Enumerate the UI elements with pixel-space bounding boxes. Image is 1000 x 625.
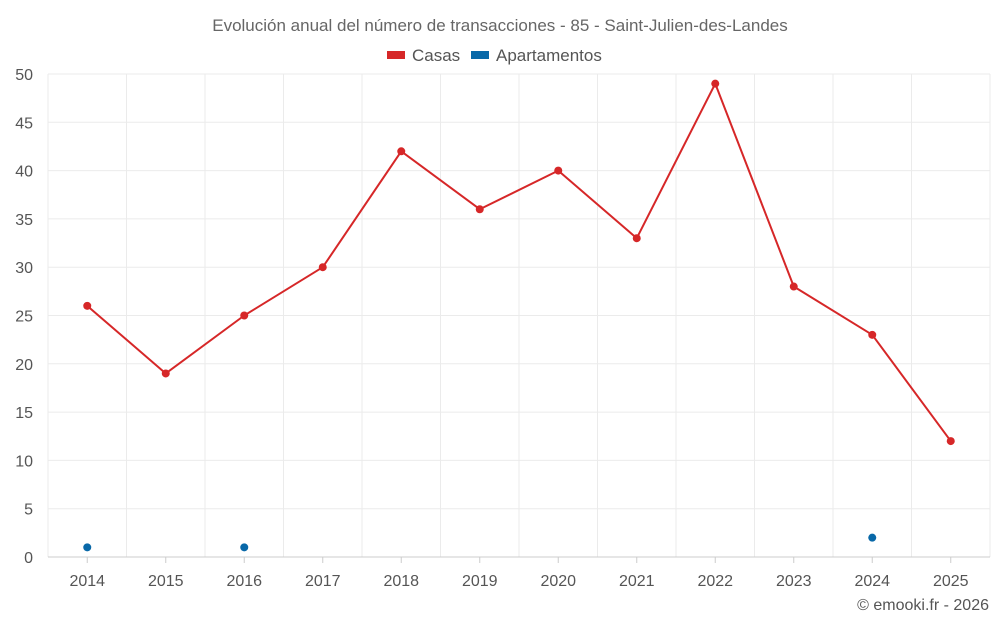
legend-swatch-apartamentos	[471, 51, 489, 59]
data-point-casas	[161, 369, 170, 378]
data-point-casas	[475, 205, 484, 214]
series-line-casas	[86, 82, 952, 442]
series-layer	[83, 79, 955, 552]
legend-swatch-casas	[387, 51, 405, 59]
x-tick-label: 2018	[383, 573, 419, 590]
grid	[47, 73, 991, 557]
data-point-casas	[240, 311, 249, 320]
x-tick-label: 2016	[226, 573, 262, 590]
x-tick-label: 2019	[462, 573, 498, 590]
y-tick-label: 20	[15, 357, 33, 374]
y-tick-label: 15	[15, 405, 33, 422]
legend-item-casas[interactable]: Casas	[387, 46, 460, 65]
data-point-apartamentos	[83, 543, 92, 552]
data-point-casas	[868, 330, 877, 339]
y-tick-label: 35	[15, 212, 33, 229]
x-tick-label: 2021	[619, 573, 655, 590]
data-point-apartamentos	[240, 543, 249, 552]
data-point-casas	[554, 166, 563, 175]
data-point-casas	[711, 79, 720, 88]
x-tick-label: 2023	[776, 573, 812, 590]
y-tick-label: 50	[15, 67, 33, 84]
legend: Casas Apartamentos	[387, 46, 602, 65]
y-tick-label: 45	[15, 115, 33, 132]
data-point-casas	[632, 234, 641, 243]
x-axis: 2014 2015 2016 2017 2018 2019 2020 2021 2022 2023…	[48, 556, 990, 590]
x-tick-label: 2025	[933, 573, 969, 590]
y-tick-label: 40	[15, 164, 33, 181]
data-point-casas	[397, 147, 406, 156]
x-tick-label: 2022	[697, 573, 733, 590]
legend-item-apartamentos[interactable]: Apartamentos	[471, 46, 602, 65]
data-point-apartamentos	[868, 533, 877, 542]
legend-label-casas: Casas	[412, 46, 460, 65]
x-tick-label: 2014	[69, 573, 105, 590]
y-tick-label: 5	[24, 502, 33, 519]
y-tick-label: 25	[15, 309, 33, 326]
y-tick-label: 30	[15, 260, 33, 277]
chart-title: Evolución anual del número de transaccio…	[212, 16, 788, 35]
x-tick-label: 2015	[148, 573, 184, 590]
x-tick-label: 2017	[305, 573, 341, 590]
data-point-casas	[83, 301, 92, 310]
y-tick-label: 0	[24, 550, 33, 567]
data-point-casas	[789, 282, 798, 291]
data-point-casas	[318, 263, 327, 272]
x-tick-label: 2024	[854, 573, 890, 590]
x-tick-label: 2020	[540, 573, 576, 590]
y-tick-label: 10	[15, 453, 33, 470]
y-axis: 0 5 10 15 20 25 30 35 40 45 50	[15, 67, 33, 567]
legend-label-apartamentos: Apartamentos	[496, 46, 602, 65]
credit-text: © emooki.fr - 2026	[857, 597, 989, 614]
data-point-casas	[946, 437, 955, 446]
